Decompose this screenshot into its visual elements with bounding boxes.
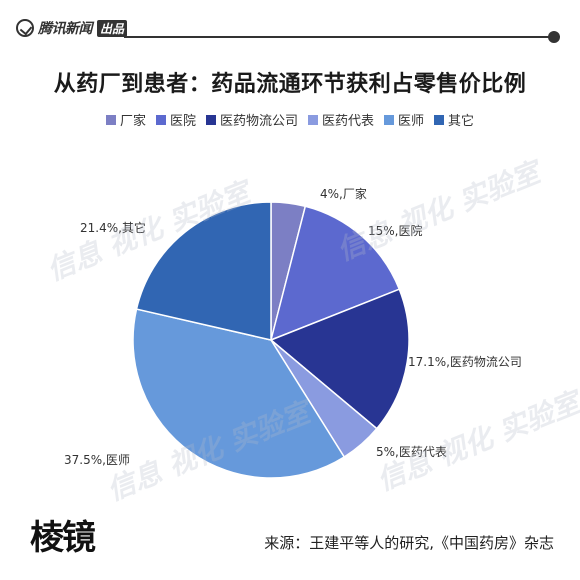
- brand: 腾讯新闻 出品: [16, 18, 128, 38]
- brand-name: 腾讯新闻: [38, 21, 93, 37]
- legend-swatch: [105, 114, 116, 125]
- slice-label: 4%,厂家: [320, 186, 367, 201]
- pie-slice: [269, 288, 410, 430]
- legend-swatch: [155, 114, 166, 125]
- legend-item: 医师: [384, 110, 424, 129]
- pie-slice: [132, 308, 346, 479]
- publisher-logo: 棱镜: [30, 518, 96, 558]
- brand-tag: 出品: [97, 19, 128, 37]
- source-note: 来源：王建平等人的研究,《中国药房》杂志: [264, 534, 554, 552]
- legend-label: 医院: [169, 114, 196, 129]
- pie-slice: [269, 205, 401, 342]
- slice-label: 15%,医院: [368, 224, 423, 238]
- legend-item: 医药代表: [308, 110, 374, 129]
- slice-label: 17.1%,医药物流公司: [408, 355, 522, 369]
- legend-label: 其它: [448, 114, 475, 129]
- header-dot-icon: [548, 31, 560, 43]
- legend-item: 医院: [155, 110, 196, 129]
- legend-swatch: [205, 114, 216, 125]
- pie-slice: [135, 201, 272, 341]
- legend-label: 医师: [398, 114, 425, 129]
- header-divider: [124, 36, 556, 38]
- header: 腾讯新闻 出品: [0, 0, 580, 56]
- chart-title: 从药厂到患者：药品流通环节获利占零售价比例: [53, 72, 527, 97]
- slice-label: 5%,医药代表: [376, 445, 447, 459]
- legend-swatch: [434, 114, 445, 125]
- legend-swatch: [308, 114, 318, 125]
- slice-label: 21.4%,其它: [80, 220, 146, 235]
- legend-label: 医药物流公司: [219, 114, 298, 129]
- legend-item: 厂家: [105, 110, 146, 129]
- legend-label: 厂家: [119, 114, 146, 129]
- brand-logo-icon: [16, 19, 34, 37]
- chart-legend: 厂家 医院 医药物流公司 医药代表 医师 其它: [0, 110, 580, 129]
- legend-label: 医药代表: [322, 114, 375, 129]
- slice-label: 37.5%,医师: [64, 453, 130, 467]
- legend-item: 其它: [434, 110, 474, 129]
- legend-item: 医药物流公司: [205, 110, 298, 129]
- legend-swatch: [384, 114, 395, 125]
